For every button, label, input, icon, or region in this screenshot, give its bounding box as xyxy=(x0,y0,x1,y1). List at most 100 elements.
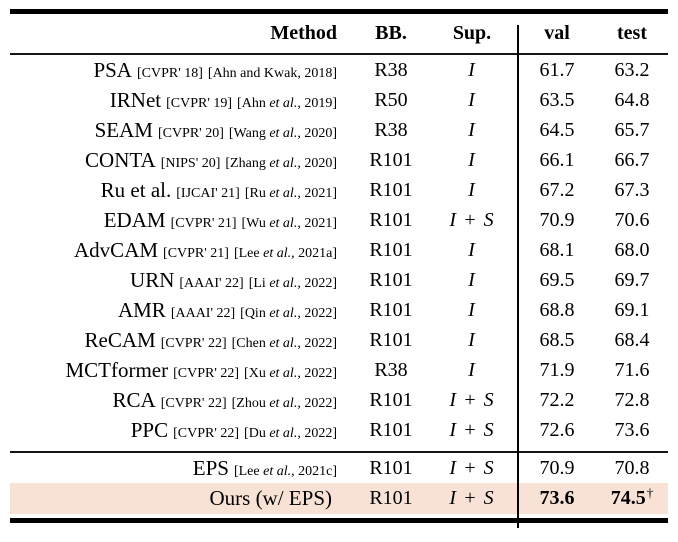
citation-etal: et al. xyxy=(269,335,298,351)
venue-citation: [CVPR' 21] xyxy=(163,245,229,261)
val-score: 70.9 xyxy=(539,456,575,479)
citation-authors: [Lee xyxy=(233,463,264,479)
val-score-cell: 63.5 xyxy=(518,89,596,112)
method-name: CONTA xyxy=(85,147,156,172)
test-score: 69.7 xyxy=(614,268,650,291)
val-score-cell: 70.9 xyxy=(518,457,596,480)
method-cell: Ru et al. [IJCAI' 21] [Ru et al., 2021] xyxy=(10,178,337,203)
author-citation: [Zhou et al., 2022] xyxy=(232,396,337,411)
val-score-cell: 72.2 xyxy=(518,389,596,412)
table-row: EPS [Lee et al., 2021c] R101 I + S 70.9 7… xyxy=(10,453,668,483)
method-name: SEAM xyxy=(94,117,153,142)
dagger-superscript: † xyxy=(646,485,654,500)
supervision-cell: I xyxy=(468,328,476,351)
citation-authors: [Ru xyxy=(244,185,270,201)
method-name: Ours (w/ EPS) xyxy=(209,486,332,510)
table-row: Ours (w/ EPS) R101 I + S 73.6 74.5† xyxy=(10,483,668,514)
method-name: RCA xyxy=(112,387,156,412)
table-row: MCTformer [CVPR' 22] [Xu et al., 2022] R38… xyxy=(10,355,668,385)
method-cell: EDAM [CVPR' 21] [Wu et al., 2021] xyxy=(10,208,337,233)
author-citation: [Chen et al., 2022] xyxy=(232,336,337,351)
citation-authors: [Du xyxy=(244,425,270,441)
venue-citation: [CVPR' 22] xyxy=(173,365,240,381)
citation-authors: [Zhou xyxy=(231,395,270,411)
supervision-cell: I + S xyxy=(449,456,495,479)
author-citation: [Du et al., 2022] xyxy=(244,426,337,441)
test-score-cell: 69.7 xyxy=(596,269,668,292)
citation-etal: et al. xyxy=(269,185,298,201)
method-name: PSA xyxy=(93,57,132,82)
backbone-cell: R101 xyxy=(369,388,413,411)
citation-year: , 2021] xyxy=(297,185,337,201)
citation-year: , 2022] xyxy=(297,365,337,381)
citation-etal: et al. xyxy=(263,245,292,261)
table-row: AMR [AAAI' 22] [Qin et al., 2022] R101 I 6… xyxy=(10,295,668,325)
supervision-cell: I xyxy=(468,88,476,111)
citation-year: , 2021a] xyxy=(291,245,337,261)
citation-year: , 2022] xyxy=(297,275,337,291)
val-score: 61.7 xyxy=(539,58,575,81)
venue-citation: [CVPR' 22] xyxy=(160,335,227,351)
val-score-cell: 71.9 xyxy=(518,359,596,382)
method-name: Ru et al. xyxy=(100,177,172,202)
val-score-cell: 68.8 xyxy=(518,299,596,322)
table-row: PPC [CVPR' 22] [Du et al., 2022] R101 I + … xyxy=(10,415,668,445)
citation-etal: et al. xyxy=(269,155,298,171)
backbone-cell: R101 xyxy=(369,148,413,171)
bottom-rows-group: EPS [Lee et al., 2021c] R101 I + S 70.9 7… xyxy=(0,453,678,514)
table-row: IRNet [CVPR' 19] [Ahn et al., 2019] R50 I … xyxy=(10,85,668,115)
table-row: ReCAM [CVPR' 22] [Chen et al., 2022] R101 … xyxy=(10,325,668,355)
val-score-cell: 67.2 xyxy=(518,179,596,202)
venue-citation: [CVPR' 18] xyxy=(136,65,203,81)
test-score-cell: 67.3 xyxy=(596,179,668,202)
backbone-cell: R38 xyxy=(374,118,408,141)
table-row: URN [AAAI' 22] [Li et al., 2022] R101 I 69… xyxy=(10,265,668,295)
method-cell: Ours (w/ EPS) xyxy=(10,486,337,511)
test-score: 66.7 xyxy=(614,148,650,171)
val-score-cell: 64.5 xyxy=(518,119,596,142)
method-cell: AMR [AAAI' 22] [Qin et al., 2022] xyxy=(10,298,337,323)
venue-citation: [NIPS' 20] xyxy=(160,155,221,171)
table-row: SEAM [CVPR' 20] [Wang et al., 2020] R38 I … xyxy=(10,115,668,145)
test-score: 68.4 xyxy=(614,328,650,351)
venue-citation: [CVPR' 22] xyxy=(173,425,240,441)
column-divider-line xyxy=(517,25,519,528)
supervision-cell: I xyxy=(468,58,476,81)
citation-authors: [Xu xyxy=(244,365,270,381)
method-cell: IRNet [CVPR' 19] [Ahn et al., 2019] xyxy=(10,88,337,113)
supervision-cell: I xyxy=(468,268,476,291)
test-score: 69.1 xyxy=(614,298,650,321)
supervision-cell: I + S xyxy=(449,388,495,411)
test-score-cell: 72.8 xyxy=(596,389,668,412)
citation-year: , 2022] xyxy=(297,335,337,351)
citation-authors: [Li xyxy=(248,275,270,291)
col-header-method: Method xyxy=(270,22,337,44)
val-score: 72.6 xyxy=(539,418,575,441)
test-score: 68.0 xyxy=(614,238,650,261)
method-name: EPS xyxy=(192,455,229,480)
col-header-backbone: BB. xyxy=(375,22,407,44)
paper-results-table: Method BB. Sup. val test PSA [CVPR' 18] [A… xyxy=(0,9,678,542)
table-row: RCA [CVPR' 22] [Zhou et al., 2022] R101 I … xyxy=(10,385,668,415)
test-score-cell: 74.5† xyxy=(596,485,668,510)
citation-year: , 2020] xyxy=(297,155,337,171)
test-score-cell: 68.4 xyxy=(596,329,668,352)
supervision-cell: I xyxy=(468,238,476,261)
test-score-cell: 68.0 xyxy=(596,239,668,262)
val-score: 63.5 xyxy=(539,88,575,111)
author-citation: [Qin et al., 2022] xyxy=(240,306,337,321)
test-score: 70.8 xyxy=(614,456,650,479)
citation-year: , 2019] xyxy=(297,95,337,111)
author-citation: [Wang et al., 2020] xyxy=(229,126,337,141)
author-citation: [Lee et al., 2021c] xyxy=(234,464,337,479)
supervision-cell: I xyxy=(468,178,476,201)
citation-authors: [Qin xyxy=(240,305,270,321)
test-score-cell: 73.6 xyxy=(596,419,668,442)
method-cell: URN [AAAI' 22] [Li et al., 2022] xyxy=(10,268,337,293)
method-name: AdvCAM xyxy=(74,237,159,262)
venue-citation: [CVPR' 22] xyxy=(160,395,227,411)
table-row: CONTA [NIPS' 20] [Zhang et al., 2020] R101… xyxy=(10,145,668,175)
citation-authors: [Lee xyxy=(233,245,264,261)
val-score: 66.1 xyxy=(539,148,575,171)
supervision-cell: I + S xyxy=(449,418,495,441)
